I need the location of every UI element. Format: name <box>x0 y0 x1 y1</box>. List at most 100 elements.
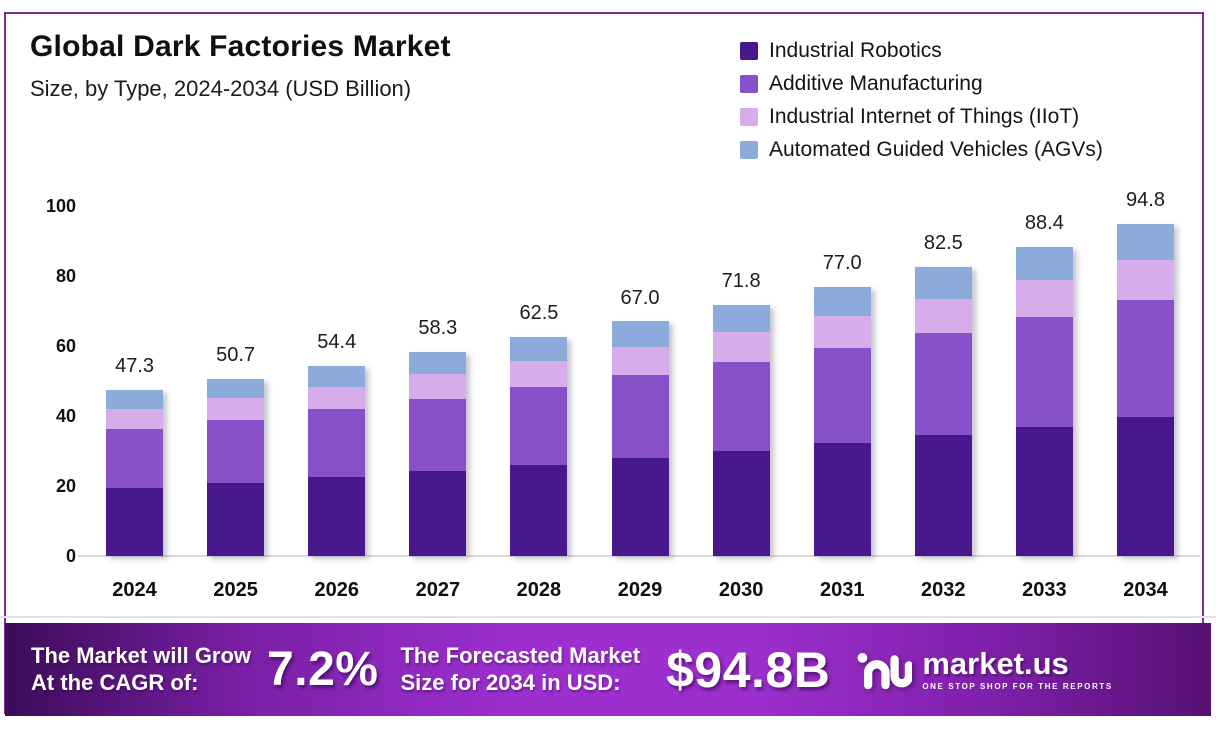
bar-segment-industrial-internet-of-things-iiot <box>308 386 366 410</box>
bar-segment-additive-manufacturing <box>510 386 568 465</box>
legend-label: Additive Manufacturing <box>769 71 983 95</box>
x-axis-label: 2029 <box>617 579 663 601</box>
cagr-label: The Market will Grow At the CAGR of: <box>31 643 251 696</box>
bar-segment-additive-manufacturing <box>409 398 467 471</box>
bar-segment-additive-manufacturing <box>914 333 972 436</box>
bar-value-label: 67.0 <box>620 286 660 309</box>
bar-value-label: 58.3 <box>418 316 458 339</box>
bar-segment-industrial-internet-of-things-iiot <box>914 298 972 334</box>
cagr-label-line1: The Market will Grow <box>31 643 252 669</box>
stacked-bar <box>510 337 568 556</box>
bar-segment-additive-manufacturing <box>1116 299 1174 417</box>
bar-segment-industrial-robotics <box>409 471 467 556</box>
bar-value-label: 71.8 <box>721 269 761 292</box>
bar-segment-automated-guided-vehicles-agvs <box>207 378 265 399</box>
bar-group: 77.0 2031 <box>792 206 893 601</box>
bar-segment-automated-guided-vehicles-agvs <box>409 351 467 375</box>
x-axis-label: 2033 <box>1022 579 1067 601</box>
banner-top-divider <box>0 616 1216 618</box>
bar-segment-industrial-robotics <box>1015 426 1073 556</box>
forecast-label-line1: The Forecasted Market <box>400 643 641 669</box>
cagr-value: 7.2% <box>267 643 379 696</box>
bar-segment-automated-guided-vehicles-agvs <box>914 267 972 299</box>
cagr-label-line2: At the CAGR of: <box>31 669 199 695</box>
bar-segment-industrial-internet-of-things-iiot <box>106 409 164 429</box>
bar-segment-industrial-robotics <box>106 487 164 556</box>
bar-segment-industrial-robotics <box>308 476 366 556</box>
bottom-banner: The Market will Grow At the CAGR of: 7.2… <box>5 623 1211 716</box>
bar-segment-additive-manufacturing <box>308 409 366 477</box>
x-axis-label: 2024 <box>112 579 157 601</box>
bar-group: 67.0 2029 <box>589 206 690 601</box>
stacked-bar <box>914 267 972 556</box>
bar-group: 62.5 2028 <box>488 206 589 601</box>
y-tick-label: 60 <box>55 336 76 356</box>
bar-group: 50.7 2025 <box>185 206 286 601</box>
bar-segment-industrial-robotics <box>207 482 265 556</box>
forecast-label: The Forecasted Market Size for 2034 in U… <box>400 643 640 696</box>
stacked-bar <box>207 378 265 556</box>
x-axis-label: 2025 <box>213 579 258 601</box>
legend-item: Automated Guided Vehicles (AGVs) <box>740 133 1103 166</box>
bar-group: 47.3 2024 <box>84 206 185 601</box>
bar-segment-additive-manufacturing <box>207 419 265 483</box>
brand-text: market.us ONE STOP SHOP FOR THE REPORTS <box>922 648 1112 691</box>
bar-segment-industrial-robotics <box>813 443 871 556</box>
brand-tagline: ONE STOP SHOP FOR THE REPORTS <box>922 682 1113 691</box>
page-title: Global Dark Factories Market <box>30 30 451 63</box>
y-tick-label: 40 <box>55 406 76 426</box>
bar-segment-industrial-robotics <box>611 458 669 556</box>
legend-swatch-icon <box>740 107 758 126</box>
legend-item: Industrial Internet of Things (IIoT) <box>740 100 1103 133</box>
x-axis-label: 2030 <box>718 579 764 601</box>
stacked-bar <box>611 321 669 556</box>
x-axis-line <box>78 555 1200 557</box>
bar-value-label: 82.5 <box>923 232 963 255</box>
legend-swatch-icon <box>740 140 758 159</box>
bar-group: 54.4 2026 <box>286 206 387 601</box>
bar-group: 58.3 2027 <box>387 206 488 601</box>
bar-group: 82.5 2032 <box>893 206 994 601</box>
bar-segment-automated-guided-vehicles-agvs <box>1116 224 1174 261</box>
bar-segment-industrial-internet-of-things-iiot <box>409 374 467 399</box>
bar-value-label: 77.0 <box>822 251 862 274</box>
legend-swatch-icon <box>740 74 758 93</box>
legend-label: Industrial Internet of Things (IIoT) <box>769 104 1080 128</box>
legend-label: Automated Guided Vehicles (AGVs) <box>769 137 1103 161</box>
bar-value-label: 88.4 <box>1024 211 1064 234</box>
stacked-bar <box>308 365 366 556</box>
bar-segment-industrial-internet-of-things-iiot <box>1116 260 1174 300</box>
x-axis-label: 2031 <box>819 579 865 601</box>
legend-item: Industrial Robotics <box>740 34 1103 67</box>
header: Global Dark Factories Market Size, by Ty… <box>30 30 451 102</box>
bar-segment-automated-guided-vehicles-agvs <box>510 337 568 362</box>
page-subtitle: Size, by Type, 2024-2034 (USD Billion) <box>30 76 412 101</box>
stacked-bar <box>1015 246 1073 556</box>
y-tick-label: 80 <box>55 266 76 286</box>
bar-value-label: 62.5 <box>519 302 559 325</box>
bar-segment-automated-guided-vehicles-agvs <box>308 365 366 387</box>
bar-segment-industrial-robotics <box>712 451 770 556</box>
bar-group: 71.8 2030 <box>691 206 792 601</box>
bar-segment-industrial-internet-of-things-iiot <box>813 316 871 348</box>
stacked-bar <box>1116 224 1174 556</box>
stacked-bar <box>409 351 467 556</box>
bar-segment-industrial-internet-of-things-iiot <box>207 398 265 420</box>
bar-segment-industrial-robotics <box>914 435 972 556</box>
plot-area: 47.3 2024 50.7 2025 54.4 2026 58.3 2027 62.5 2028… <box>84 189 1196 601</box>
stacked-bar <box>712 304 770 556</box>
bar-segment-industrial-internet-of-things-iiot <box>1015 280 1073 317</box>
marketus-logo-icon <box>857 652 913 689</box>
x-axis-label: 2034 <box>1123 579 1168 601</box>
x-axis-label: 2028 <box>516 579 562 601</box>
y-tick-label: 100 <box>45 196 76 216</box>
bar-value-label: 50.7 <box>216 343 256 366</box>
legend-label: Industrial Robotics <box>769 38 942 62</box>
bar-value-label: 94.8 <box>1126 189 1165 212</box>
bar-segment-additive-manufacturing <box>1015 317 1073 427</box>
forecast-label-line2: Size for 2034 in USD: <box>400 669 621 695</box>
bar-segment-additive-manufacturing <box>813 347 871 444</box>
forecast-value: $94.8B <box>666 641 831 698</box>
bar-segment-additive-manufacturing <box>611 374 669 458</box>
